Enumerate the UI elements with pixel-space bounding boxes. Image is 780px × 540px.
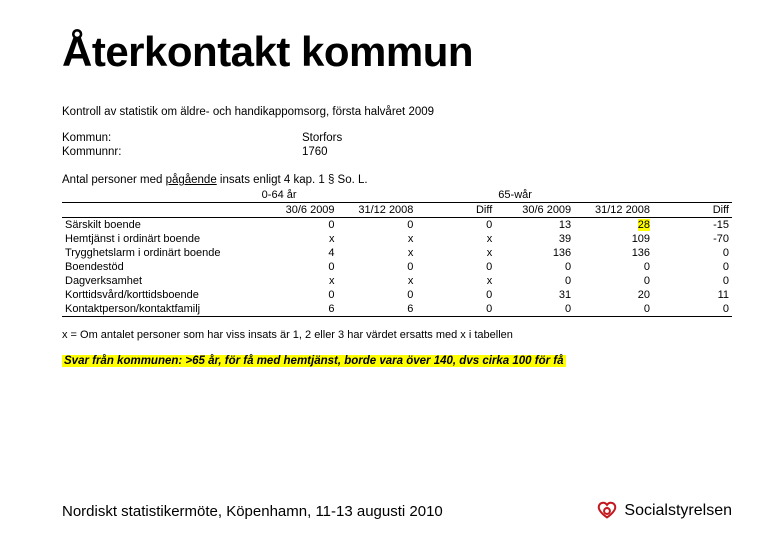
table-row: Trygghetslarm i ordinärt boende4xx136136… <box>62 246 732 260</box>
subtitle: Kontroll av statistik om äldre- och hand… <box>62 106 732 118</box>
col-2: 31/12 2008 <box>338 203 417 218</box>
table-cell: 0 <box>653 260 732 274</box>
table-cell: 0 <box>338 288 417 302</box>
table-row: Kontaktperson/kontaktfamilj660000 <box>62 302 732 317</box>
table-cell: x <box>416 232 495 246</box>
table-cell: 31 <box>495 288 574 302</box>
table-footnote: x = Om antalet personer som har viss ins… <box>62 329 732 341</box>
table-cell: 11 <box>653 288 732 302</box>
table-cell: x <box>416 246 495 260</box>
table-cell: 109 <box>574 232 653 246</box>
table-cell: x <box>259 274 338 288</box>
section-label-pre: Antal personer med <box>62 174 166 186</box>
kommun-row: Kommun: Storfors <box>62 132 732 144</box>
col-3: Diff <box>416 203 495 218</box>
logo-icon <box>596 500 618 522</box>
table-row-label: Korttidsvård/korttidsboende <box>62 288 259 302</box>
table-cell: 0 <box>416 260 495 274</box>
table-cell: x <box>338 274 417 288</box>
section-label-underlined: pågående <box>166 174 217 186</box>
response-label: Svar från kommunen: <box>64 355 185 367</box>
table-row-label: Hemtjänst i ordinärt boende <box>62 232 259 246</box>
footer-text: Nordiskt statistikermöte, Köpenhamn, 11-… <box>62 503 443 520</box>
table-row: Boendestöd000000 <box>62 260 732 274</box>
logo: Socialstyrelsen <box>596 500 732 522</box>
table-row-label: Särskilt boende <box>62 218 259 233</box>
table-row: Hemtjänst i ordinärt boendexxx39109-70 <box>62 232 732 246</box>
table-cell: -70 <box>653 232 732 246</box>
col-group-1: 0-64 år <box>259 188 338 203</box>
table-cell: 0 <box>338 218 417 233</box>
table-cell: 0 <box>416 302 495 317</box>
table-cell: 0 <box>495 260 574 274</box>
kommun-value: Storfors <box>302 132 342 144</box>
highlighted-cell: 28 <box>638 219 650 231</box>
table-cell: x <box>338 232 417 246</box>
table-cell: 0 <box>653 274 732 288</box>
table-cell: 0 <box>416 288 495 302</box>
table-cell: 136 <box>495 246 574 260</box>
table-row-label: Boendestöd <box>62 260 259 274</box>
table-row-label: Trygghetslarm i ordinärt boende <box>62 246 259 260</box>
page-title: Återkontakt kommun <box>62 28 732 76</box>
col-5: 31/12 2008 <box>574 203 653 218</box>
kommun-label: Kommun: <box>62 132 302 144</box>
table-cell: 0 <box>259 260 338 274</box>
table-cell: 136 <box>574 246 653 260</box>
section-label-post: insats enligt 4 kap. 1 § So. L. <box>217 174 368 186</box>
table-cell: 0 <box>653 246 732 260</box>
kommunnr-value: 1760 <box>302 146 328 158</box>
kommunnr-row: Kommunnr: 1760 <box>62 146 732 158</box>
table-cell: 0 <box>259 218 338 233</box>
table-row: Korttidsvård/korttidsboende000312011 <box>62 288 732 302</box>
table-cell: 0 <box>574 302 653 317</box>
table-cell: 0 <box>574 274 653 288</box>
table-cell: 0 <box>653 302 732 317</box>
table-cell: x <box>416 274 495 288</box>
table-cell: 20 <box>574 288 653 302</box>
table-cell: 0 <box>259 288 338 302</box>
table-cell: x <box>338 246 417 260</box>
table-cell: 0 <box>574 260 653 274</box>
table-cell: 0 <box>495 302 574 317</box>
table-cell: 0 <box>338 260 417 274</box>
logo-text: Socialstyrelsen <box>624 502 732 520</box>
data-table: 0-64 år 65-wår 30/6 2009 31/12 2008 Diff… <box>62 188 732 317</box>
col-group-2: 65-wår <box>495 188 574 203</box>
col-6: Diff <box>653 203 732 218</box>
table-row-label: Kontaktperson/kontaktfamilj <box>62 302 259 317</box>
table-cell: -15 <box>653 218 732 233</box>
table-cell: 4 <box>259 246 338 260</box>
table-cell: 6 <box>338 302 417 317</box>
kommunnr-label: Kommunnr: <box>62 146 302 158</box>
section-label: Antal personer med pågående insats enlig… <box>62 174 732 186</box>
response-line: Svar från kommunen: >65 år, för få med h… <box>62 355 566 367</box>
response-text: >65 år, för få med hemtjänst, borde vara… <box>185 355 563 367</box>
table-row: Dagverksamhetxxx000 <box>62 274 732 288</box>
col-4: 30/6 2009 <box>495 203 574 218</box>
table-row: Särskilt boende0001328-15 <box>62 218 732 233</box>
table-cell: 13 <box>495 218 574 233</box>
table-cell: 39 <box>495 232 574 246</box>
table-row-label: Dagverksamhet <box>62 274 259 288</box>
table-cell: 28 <box>574 218 653 233</box>
col-1: 30/6 2009 <box>259 203 338 218</box>
table-cell: x <box>259 232 338 246</box>
table-cell: 0 <box>495 274 574 288</box>
table-cell: 6 <box>259 302 338 317</box>
table-cell: 0 <box>416 218 495 233</box>
